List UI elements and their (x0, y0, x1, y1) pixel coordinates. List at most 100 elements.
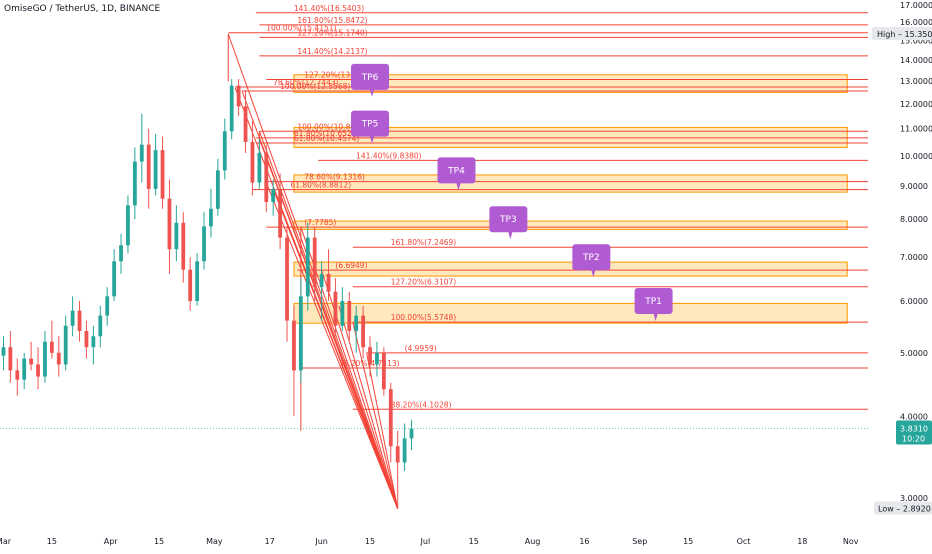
candle-body (49, 341, 54, 353)
candle-body (409, 428, 414, 439)
fib-level-label: 61.80%(10.4574) (294, 134, 360, 143)
candle-body (84, 330, 89, 348)
price-tick-label: 12.0000 (900, 100, 932, 109)
time-axis: Mar 15 Apr 15 May 17 Jun 15 Jul 15 Aug 16 Sep 15 Oct 18… (0, 528, 932, 550)
candle-body (188, 269, 193, 302)
price-tick-label: 8.0000 (900, 215, 928, 224)
fib-level-label: 161.80%(15.8472) (297, 16, 367, 25)
fib-level-label: 141.40%(14.2137) (297, 47, 367, 56)
fib-level-label: 100.00%(10.8996) (297, 122, 367, 131)
tp-label: TP4 (447, 166, 465, 176)
candle-body (70, 310, 75, 326)
candle-body (160, 150, 165, 199)
candle-body (174, 222, 179, 250)
candle-body (119, 245, 123, 262)
time-tick-label: Oct (737, 537, 751, 546)
price-tick-label: 15.0000 (900, 37, 932, 46)
trend-line (366, 352, 399, 509)
tp-bubble (489, 206, 528, 240)
tp-label: TP5 (361, 120, 379, 130)
candle-body (243, 106, 248, 142)
candle-body (402, 438, 407, 463)
candle-body (15, 370, 20, 380)
candle-body (326, 273, 331, 292)
tp-labels: TP6 TP5 TP4 TP3 TP2 TP1 (351, 63, 673, 322)
fib-level-label: 127.20%(15.1740) (297, 28, 367, 37)
fib-level-label: 78.60%(9.1316) (304, 173, 365, 182)
trend-line (352, 322, 399, 509)
candle-body (77, 310, 82, 331)
candle-body (229, 85, 234, 132)
candle-body (250, 141, 255, 183)
time-tick-label: 15 (47, 537, 57, 546)
candle-body (319, 273, 324, 288)
price-tick-label: 9.0000 (900, 182, 928, 191)
time-tick-label: 18 (797, 537, 807, 546)
fib-level-label: 141.40%(9.8380) (356, 151, 422, 160)
candle-body (292, 320, 296, 371)
price-tick-label: 17.0000 (900, 1, 932, 10)
candle-body (347, 301, 352, 331)
candle-body (264, 152, 269, 203)
candle-body (139, 144, 144, 162)
candle-body (22, 358, 27, 380)
candle-body (63, 325, 68, 365)
fib-level-label: (7.7785) (304, 218, 336, 227)
fib-level-label: (4.9959) (405, 344, 437, 353)
fib-level-label: 61.80%(10.6522) (294, 129, 360, 138)
candle-body (375, 352, 379, 365)
candle-body (312, 237, 317, 288)
fib-level-label: 141.40%(16.5403) (294, 4, 364, 13)
time-tick-label: Sep (632, 537, 647, 546)
low-badge-label: Low – 2.8920 (878, 504, 931, 513)
time-tick-label: 15 (683, 537, 693, 546)
trend-line (300, 227, 399, 509)
candles (0, 79, 868, 508)
fib-level-label: 127.20%(13.0766) (304, 70, 374, 79)
high-badge (872, 26, 932, 40)
price-tick-label: 6.0000 (900, 297, 928, 306)
candle-body (8, 347, 13, 371)
tp-bubble (572, 244, 611, 278)
time-tick-label: Mar (0, 537, 12, 546)
target-zone (293, 174, 848, 193)
time-axis-background (0, 528, 932, 550)
candle-body (91, 336, 96, 348)
candle-body (381, 352, 386, 390)
target-zone (293, 220, 848, 230)
tp-bubble (351, 63, 390, 97)
candle-body (153, 150, 158, 189)
candle-body (146, 144, 151, 189)
time-tick-label: Apr (104, 537, 119, 546)
tp-label: TP1 (644, 297, 662, 307)
candle-body (132, 161, 137, 206)
time-tick-label: 16 (579, 537, 589, 546)
high-badge-label: High – 15.3500 (877, 30, 932, 39)
tp-bubble (351, 110, 390, 144)
candle-body (56, 352, 61, 365)
time-tick-label: 17 (265, 537, 275, 546)
low-badge (874, 501, 932, 515)
trend-line (265, 182, 399, 509)
price-tick-label: 14.0000 (900, 56, 932, 65)
price-tick-label: 5.0000 (900, 349, 928, 358)
target-zone (293, 261, 848, 277)
candle-body (1, 347, 6, 356)
fib-level-label: 78.60%(12.7443) (273, 78, 339, 87)
candle-body (209, 208, 213, 227)
fib-level-label: 61.80%(8.8812) (290, 181, 351, 190)
candle-body (368, 347, 372, 365)
candle-body (305, 237, 310, 297)
candle-body (126, 205, 130, 246)
price-tick-label: 13.0000 (900, 77, 932, 86)
trend-line (338, 305, 399, 509)
candle-body (271, 188, 276, 203)
price-tick-label: 4.0000 (900, 412, 928, 421)
candle-body (278, 188, 283, 238)
time-tick-label: 15 (469, 537, 479, 546)
candle-body (29, 358, 34, 365)
tp-label: TP2 (582, 253, 600, 263)
